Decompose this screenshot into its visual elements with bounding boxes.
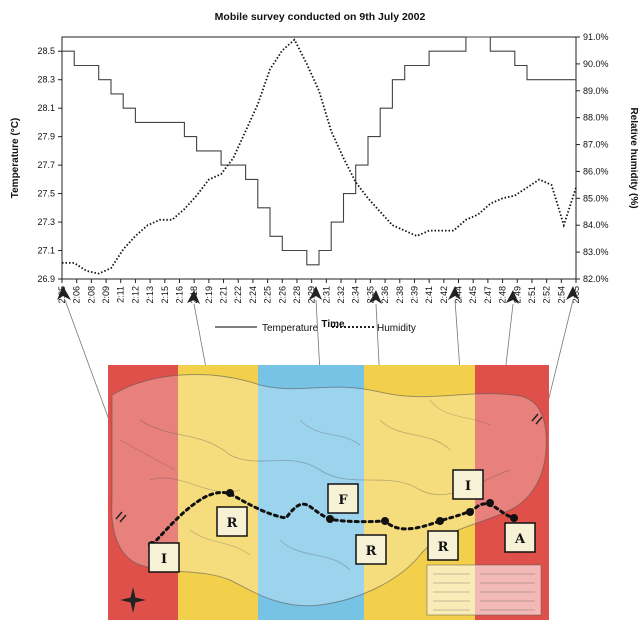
y-left-label: Temperature (°C): [10, 118, 21, 199]
svg-text:A: A: [514, 532, 526, 547]
marker-i-right: I: [452, 469, 484, 500]
arrow-4: [369, 290, 382, 304]
x-tick-label: 2:38: [395, 286, 405, 304]
y-left-tick-label: 28.1: [37, 103, 55, 113]
arrow-6: [506, 290, 519, 304]
svg-text:F: F: [338, 493, 348, 508]
y-right-tick-label: 88.0%: [583, 113, 609, 123]
y-right-tick-label: 90.0%: [583, 59, 609, 69]
legend-label-humidity: Humidity: [377, 323, 416, 334]
marker-i-left: I: [148, 542, 180, 573]
marker-f: F: [327, 483, 359, 514]
y-right-label: Relative humidity (%): [628, 107, 638, 208]
svg-text:I: I: [465, 479, 471, 494]
x-tick-label: 2:52: [542, 286, 552, 304]
marker-r-3: R: [427, 530, 459, 561]
island-detail-2: [149, 419, 451, 571]
y-right-tick-label: 89.0%: [583, 86, 609, 96]
x-tick-label: 2:11: [116, 286, 126, 303]
y-left-axis: 26.9 27.1 27.3 27.5 27.7 27.9 28.1 28.3 28.5: [37, 46, 62, 284]
marker-a: A: [504, 522, 536, 553]
series-layer: [62, 36, 577, 275]
y-right-tick-label: 83.0%: [583, 247, 609, 257]
island-detail-1: [139, 419, 511, 495]
x-tick-label: 2:06: [72, 286, 82, 304]
arrow-5: [448, 286, 461, 300]
y-right-tick-label: 84.0%: [583, 220, 609, 230]
map-legend-box: [426, 564, 542, 616]
y-right-tick-label: 87.0%: [583, 140, 609, 150]
y-left-tick-label: 28.5: [37, 46, 55, 56]
x-tick-label: 2:21: [219, 286, 229, 304]
x-tick-label: 2:26: [277, 286, 287, 304]
arrow-2: [187, 290, 200, 304]
y-right-tick-label: 85.0%: [583, 193, 609, 203]
x-tick-label: 2:19: [204, 286, 214, 304]
y-left-tick-label: 27.3: [37, 217, 55, 227]
x-tick-label: 2:34: [351, 286, 361, 304]
y-left-tick-label: 27.9: [37, 132, 55, 142]
y-right-tick-label: 82.0%: [583, 274, 609, 284]
x-tick-label: 2:39: [409, 286, 419, 304]
island-detail-3: [119, 399, 491, 556]
map-zone-1: [108, 365, 178, 620]
y-left-tick-label: 28.3: [37, 75, 55, 85]
svg-text:R: R: [438, 540, 449, 555]
arrow-1: [57, 286, 71, 300]
x-tick-label: 2:16: [174, 286, 184, 304]
x-tick-label: 2:35: [365, 286, 375, 304]
x-tick-label: 2:12: [130, 286, 140, 304]
map-hatch-marks: [115, 413, 543, 523]
y-right-axis: 82.0% 83.0% 84.0% 85.0% 86.0% 87.0% 88.0% 89.0%…: [576, 32, 609, 284]
pointer-arrows: [57, 286, 579, 304]
arrow-7: [566, 286, 579, 300]
x-tick-label: 2:42: [439, 286, 449, 304]
y-right-tick-label: 86.0%: [583, 166, 609, 176]
arrow-3: [309, 286, 322, 300]
legend-label-temperature: Temperature: [262, 323, 319, 334]
x-axis: 2:052:062:082:092:112:122:132:152:162:18…: [57, 279, 581, 304]
marker-r-2: R: [355, 534, 387, 565]
x-tick-label: 2:15: [160, 286, 170, 304]
x-tick-label: 2:28: [292, 286, 302, 304]
x-tick-label: 2:45: [468, 286, 478, 304]
route-map: I R F R R I A: [108, 365, 549, 620]
plot-area: 26.9 27.1 27.3 27.5 27.7 27.9 28.1 28.3 28.5 82.…: [37, 32, 608, 304]
x-tick-label: 2:51: [527, 286, 537, 304]
x-tick-label: 2:54: [556, 286, 566, 304]
plot-frame: [61, 36, 577, 280]
x-tick-label: 2:49: [512, 286, 522, 304]
series-temperature-line: [62, 36, 576, 266]
y-left-tick-label: 27.5: [37, 189, 55, 199]
y-left-tick-label: 27.7: [37, 160, 55, 170]
map-legend-lines: [433, 573, 535, 611]
svg-text:R: R: [227, 516, 238, 531]
x-tick-label: 2:08: [86, 286, 96, 304]
north-compass-icon: [120, 587, 146, 613]
legend: Temperature Humidity: [215, 323, 416, 334]
svg-text:I: I: [161, 552, 167, 567]
series-humidity-line: [62, 38, 577, 275]
x-label: Time: [321, 319, 345, 330]
x-tick-label: 2:32: [336, 286, 346, 304]
x-tick-label: 2:25: [263, 286, 273, 304]
x-tick-label: 2:41: [424, 286, 434, 304]
x-tick-label: 2:47: [483, 286, 493, 304]
chart-title: Mobile survey conducted on 9th July 2002: [215, 11, 426, 23]
x-tick-label: 2:09: [101, 286, 111, 304]
x-tick-label: 2:24: [248, 286, 258, 304]
x-tick-label: 2:13: [145, 286, 155, 304]
x-tick-label: 2:36: [380, 286, 390, 304]
svg-text:R: R: [366, 544, 377, 559]
y-right-tick-label: 91.0%: [583, 32, 609, 42]
x-tick-label: 2:31: [321, 286, 331, 304]
y-left-tick-label: 26.9: [37, 274, 55, 284]
y-left-tick-label: 27.1: [37, 246, 55, 256]
marker-r-1: R: [216, 506, 248, 537]
x-tick-label: 2:22: [233, 286, 243, 304]
x-tick-label: 2:48: [498, 286, 508, 304]
